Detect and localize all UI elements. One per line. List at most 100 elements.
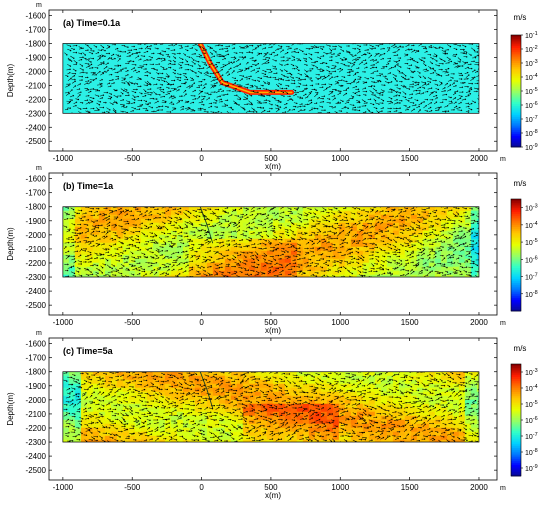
- x-unit-label: m: [500, 156, 506, 163]
- flow-domain: [62, 206, 480, 278]
- x-axis-title: x(m): [265, 162, 281, 171]
- panel-label: (b) Time=1a: [63, 181, 114, 191]
- colorbar-tick-label: 10-6: [525, 101, 538, 110]
- y-tick-label: -2200: [26, 95, 47, 104]
- colorbar: m/s 10-3 10-4 10-5 10-6 10-7 10-8: [510, 179, 538, 312]
- x-tick-label: -500: [124, 483, 141, 492]
- y-tick-label: -2300: [26, 273, 47, 282]
- flow-domain: [62, 43, 480, 114]
- fault-trace: [199, 371, 214, 409]
- y-unit-label: m: [36, 165, 42, 172]
- y-tick-label: -1800: [26, 368, 47, 377]
- y-tick-label: -1600: [26, 12, 47, 21]
- x-tick-label: 1000: [331, 483, 349, 492]
- x-tick-label: 2000: [470, 483, 488, 492]
- y-tick-label: -2000: [26, 396, 47, 405]
- x-tick-label: 500: [264, 154, 278, 163]
- colorbar-tick-label: 10-9: [525, 464, 538, 473]
- velocity-arrows: [63, 371, 479, 443]
- x-unit-label: m: [500, 485, 506, 492]
- x-tick-label: 1000: [331, 154, 349, 163]
- colorbar: m/s 10-3 10-4 10-5 10-6 10-7 10-8 10-9: [510, 344, 538, 477]
- x-tick-label: 1500: [401, 483, 419, 492]
- colorbar-tick-label: 10-4: [525, 221, 538, 230]
- panel-1: -1000 -500 0 500 1000 1500 2000 -1600 -1700 -1800…: [6, 2, 538, 171]
- arrow-field: [63, 371, 479, 443]
- x-tick-label: 500: [264, 483, 278, 492]
- x-tick-label: -1000: [53, 318, 74, 327]
- arrow-field: [64, 43, 479, 114]
- y-tick-label: -2000: [26, 231, 47, 240]
- colorbar-tick-label: 10-1: [525, 31, 538, 40]
- y-tick-label: -1600: [26, 175, 47, 184]
- colorbar-tick-label: 10-2: [525, 45, 538, 54]
- colorbar-tick-label: 10-5: [525, 238, 538, 247]
- y-unit-label: m: [36, 2, 42, 9]
- x-tick-label: -1000: [53, 154, 74, 163]
- x-tick-label: 2000: [470, 318, 488, 327]
- colorbar-unit: m/s: [514, 13, 527, 22]
- y-tick-label: -2500: [26, 466, 47, 475]
- y-tick-label: -1900: [26, 53, 47, 62]
- x-axis-title: x(m): [265, 326, 281, 335]
- x-tick-label: -500: [124, 154, 141, 163]
- x-tick-label: 1500: [401, 154, 419, 163]
- colorbar-tick-label: 10-6: [525, 416, 538, 425]
- colorbar-tick-label: 10-7: [525, 115, 538, 124]
- y-tick-label: -2400: [26, 452, 47, 461]
- y-tick-label: -2400: [26, 287, 47, 296]
- colorbar-tick-label: 10-9: [525, 143, 538, 152]
- colorbar-tick-label: 10-3: [525, 204, 538, 213]
- colorbar-tick-label: 10-8: [525, 129, 538, 138]
- arrow-field: [63, 206, 479, 278]
- velocity-arrows: [63, 206, 479, 278]
- y-tick-label: -1800: [26, 203, 47, 212]
- y-tick-label: -2000: [26, 67, 47, 76]
- colorbar-tick-label: 10-4: [525, 73, 538, 82]
- y-tick-label: -1700: [26, 189, 47, 198]
- y-tick-label: -1900: [26, 382, 47, 391]
- colorbar-unit: m/s: [514, 344, 527, 353]
- flow-domain: [62, 371, 480, 443]
- y-axis-title: Depth(m): [6, 392, 15, 426]
- colorbar-frame: [510, 198, 522, 312]
- y-tick-label: -2400: [26, 123, 47, 132]
- x-tick-label: -1000: [53, 483, 74, 492]
- x-tick-label: -500: [124, 318, 141, 327]
- x-unit-label: m: [500, 320, 506, 327]
- x-tick-label: 1000: [331, 318, 349, 327]
- domain-border: [62, 206, 480, 278]
- colorbar: m/s 10-1 10-2 10-3 10-4 10-5 10-6 10-7 10-8 10-9: [510, 13, 538, 152]
- x-tick-label: 0: [199, 154, 204, 163]
- y-tick-label: -1900: [26, 217, 47, 226]
- y-tick-label: -2100: [26, 81, 47, 90]
- y-tick-label: -1700: [26, 354, 47, 363]
- y-axis-title: Depth(m): [6, 227, 15, 261]
- y-tick-label: -1800: [26, 40, 47, 49]
- y-unit-label: m: [36, 330, 42, 337]
- y-tick-label: -2300: [26, 109, 47, 118]
- y-tick-label: -2100: [26, 410, 47, 419]
- y-tick-label: -1700: [26, 26, 47, 35]
- y-axis-title: Depth(m): [6, 63, 15, 97]
- colorbar-tick-label: 10-8: [525, 290, 538, 299]
- y-tick-label: -2200: [26, 259, 47, 268]
- y-tick-label: -2300: [26, 438, 47, 447]
- colorbar-unit: m/s: [514, 179, 527, 188]
- x-tick-label: 0: [199, 318, 204, 327]
- matrix-field: [62, 43, 479, 114]
- x-axis-title: x(m): [265, 491, 281, 500]
- x-tick-label: 500: [264, 318, 278, 327]
- colorbar-tick-label: 10-5: [525, 87, 538, 96]
- y-tick-label: -2100: [26, 245, 47, 254]
- fault-trace: [199, 206, 214, 244]
- y-tick-label: -2500: [26, 301, 47, 310]
- y-tick-label: -2200: [26, 424, 47, 433]
- domain-border: [62, 371, 480, 443]
- colorbar-tick-label: 10-3: [525, 59, 538, 68]
- y-tick-label: -1600: [26, 340, 47, 349]
- colorbar-tick-label: 10-6: [525, 255, 538, 264]
- panel-2: -1000 -500 0 500 1000 1500 2000 -1600 -1700 -1800…: [6, 165, 538, 335]
- panel-label: (c) Time=5a: [63, 346, 114, 356]
